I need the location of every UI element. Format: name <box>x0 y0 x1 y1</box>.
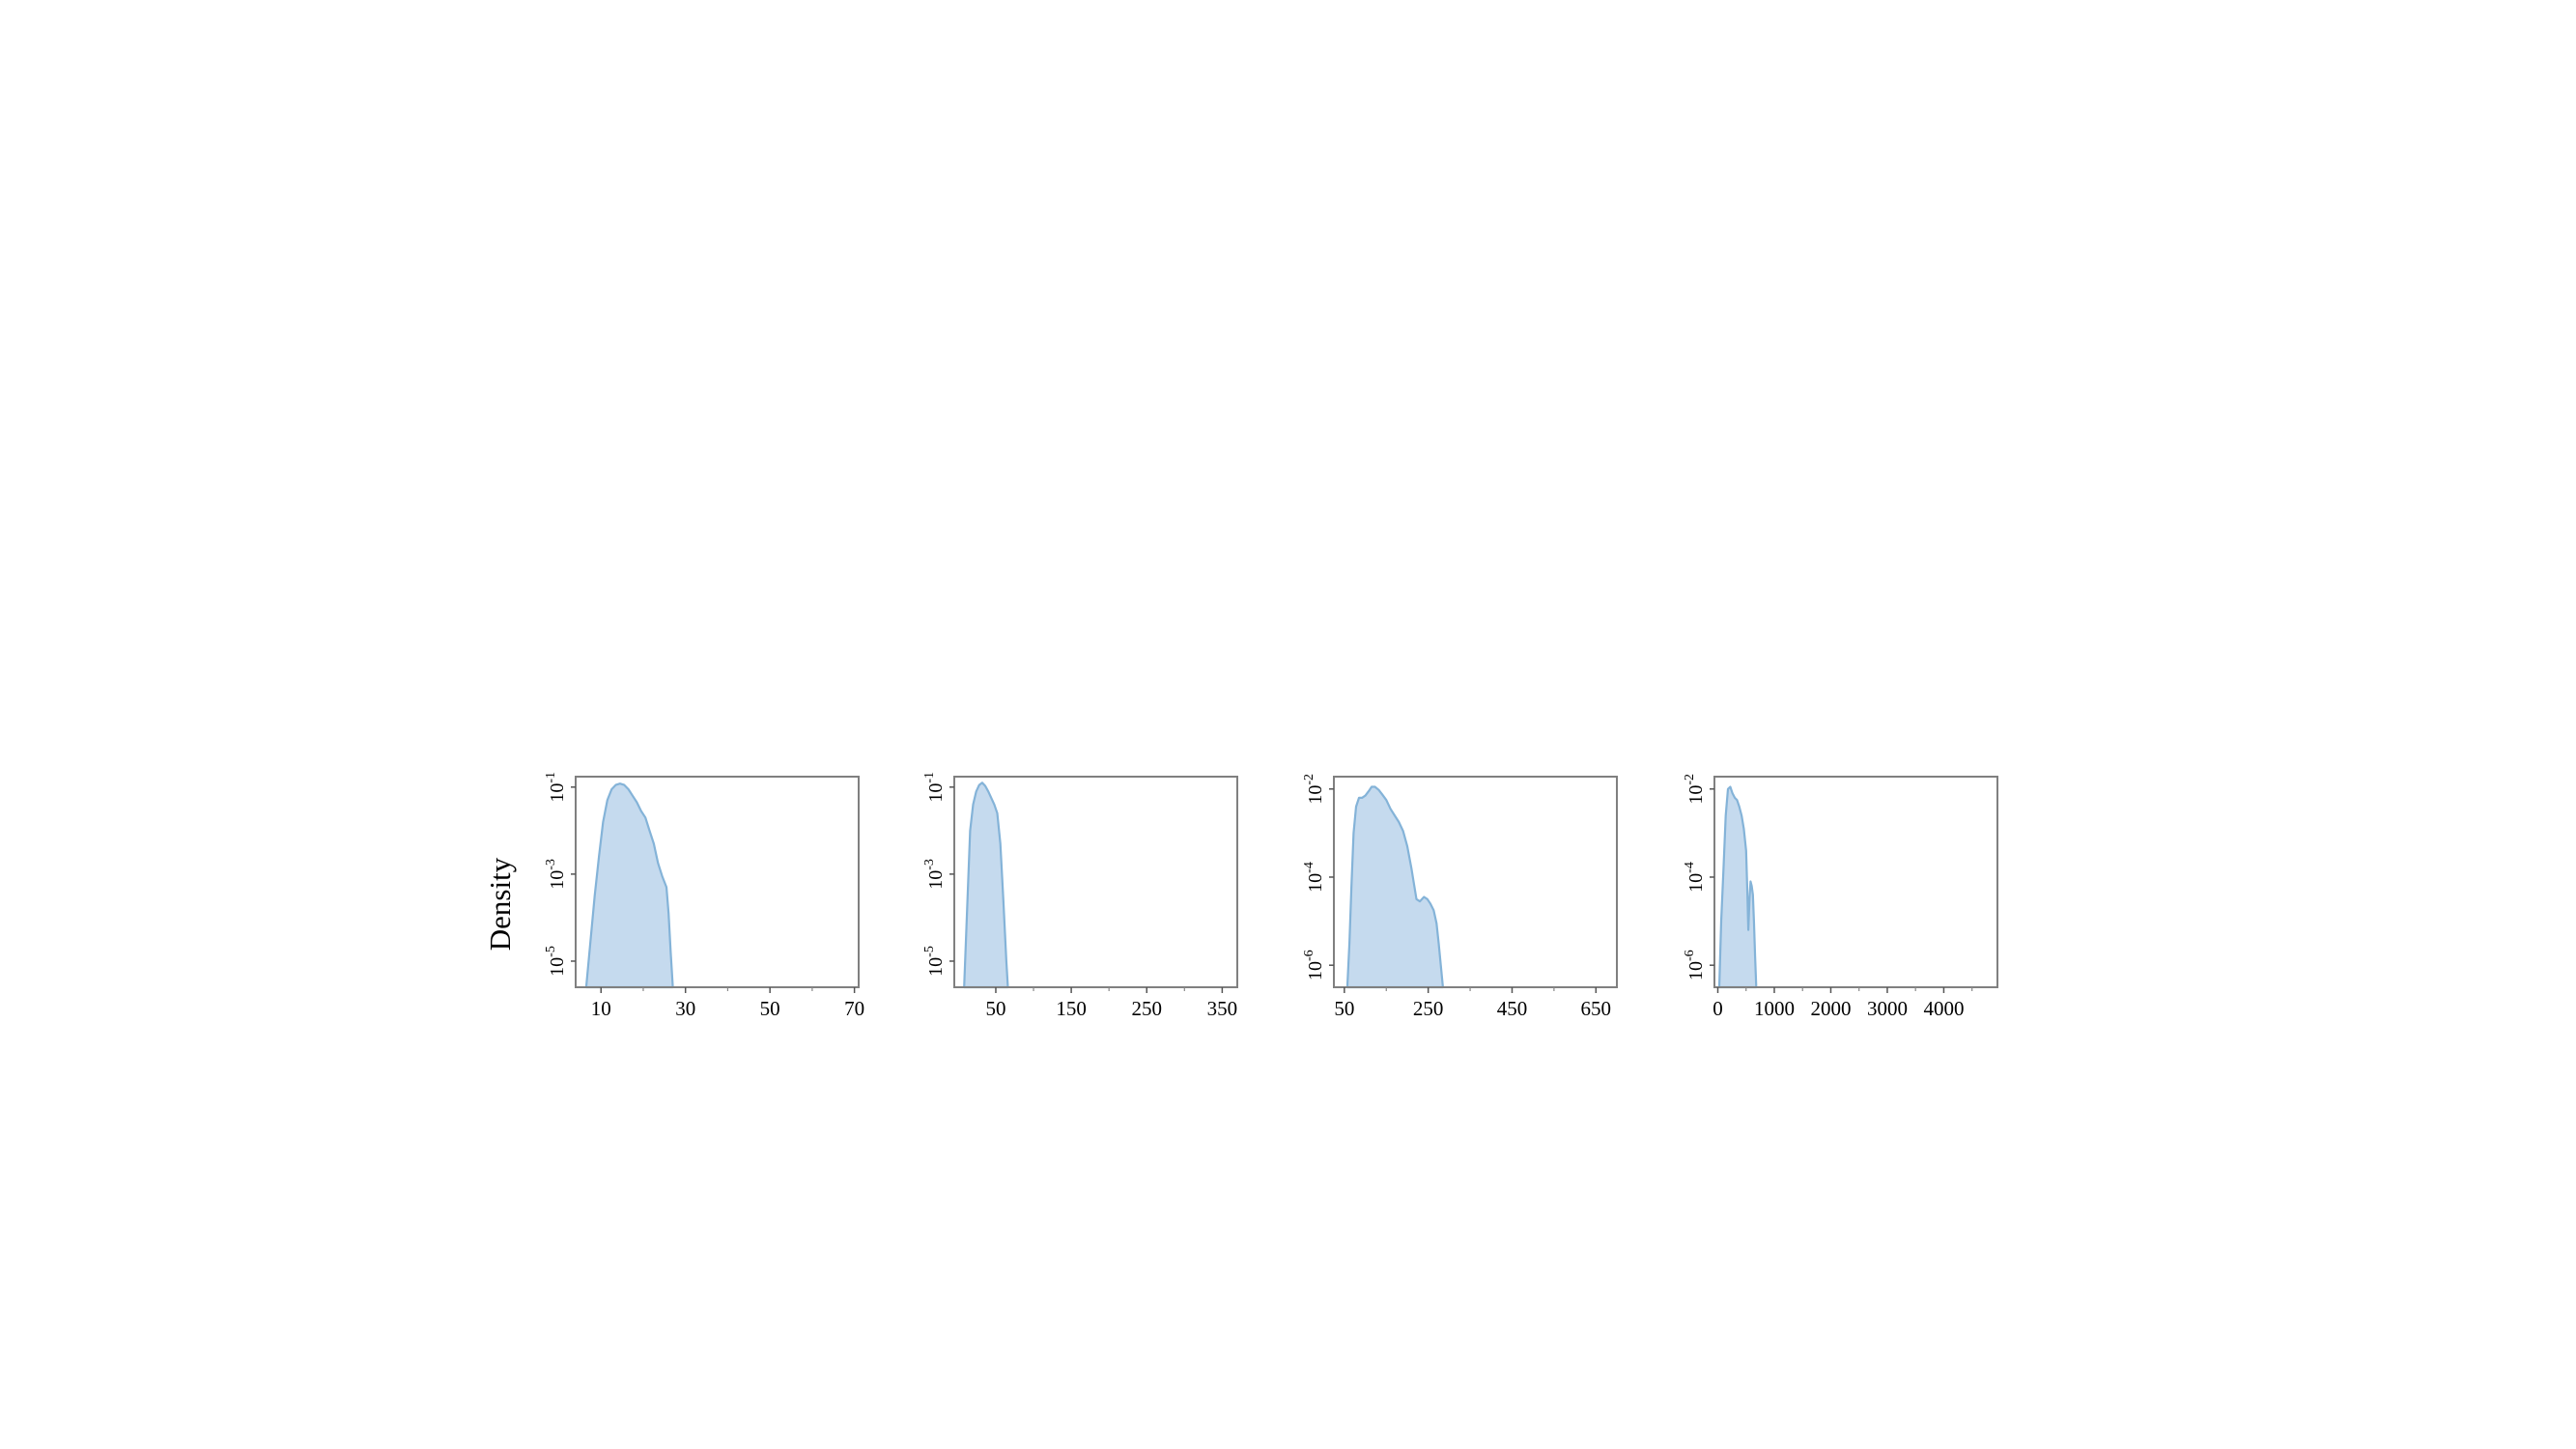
y-tick-label: 10-6 <box>1683 950 1707 980</box>
density-area <box>964 782 1007 987</box>
y-axis-label: Density <box>483 857 517 951</box>
x-tick-label: 30 <box>675 997 695 1020</box>
x-tick-label: 650 <box>1581 997 1612 1020</box>
x-tick-label: 150 <box>1056 997 1087 1020</box>
x-tick-label: 350 <box>1207 997 1238 1020</box>
density-area <box>586 783 673 987</box>
x-tick-label: 50 <box>985 997 1005 1020</box>
density-area <box>1719 787 1756 988</box>
y-tick-label: 10-3 <box>922 859 947 890</box>
x-tick-label: 2000 <box>1810 997 1851 1020</box>
x-tick-label: 70 <box>844 997 864 1020</box>
x-tick-label: 250 <box>1131 997 1162 1020</box>
y-tick-label: 10-5 <box>922 946 947 977</box>
x-tick-label: 50 <box>1334 997 1354 1020</box>
x-tick-label: 3000 <box>1867 997 1908 1020</box>
x-tick-label: 50 <box>760 997 780 1020</box>
y-tick-label: 10-2 <box>1302 774 1326 805</box>
x-tick-label: 250 <box>1413 997 1444 1020</box>
y-tick-label: 10-1 <box>922 772 947 803</box>
plot-frame <box>1714 777 1997 987</box>
x-tick-label: 450 <box>1497 997 1528 1020</box>
y-tick-label: 10-6 <box>1302 950 1326 980</box>
density-area <box>1347 787 1443 988</box>
x-tick-label: 0 <box>1713 997 1723 1020</box>
x-tick-label: 10 <box>591 997 611 1020</box>
y-tick-label: 10-3 <box>544 859 568 890</box>
panel-4: 0 1000 2000 3000 4000 10-2 10-4 10-6 <box>1683 774 1997 1020</box>
y-tick-label: 10-1 <box>544 772 568 803</box>
y-tick-label: 10-4 <box>1683 862 1707 893</box>
x-tick-label: 4000 <box>1923 997 1964 1020</box>
x-tick-label: 1000 <box>1754 997 1795 1020</box>
y-tick-label: 10-5 <box>544 946 568 977</box>
panel-1: 10 30 50 70 10-1 10-3 10-5 <box>544 772 864 1020</box>
y-tick-label: 10-2 <box>1683 774 1707 805</box>
panel-2: 50 150 250 350 10-1 10-3 10-5 <box>922 772 1237 1020</box>
y-tick-label: 10-4 <box>1302 862 1326 893</box>
panel-3: 50 250 450 650 10-2 10-4 10-6 <box>1302 774 1617 1020</box>
